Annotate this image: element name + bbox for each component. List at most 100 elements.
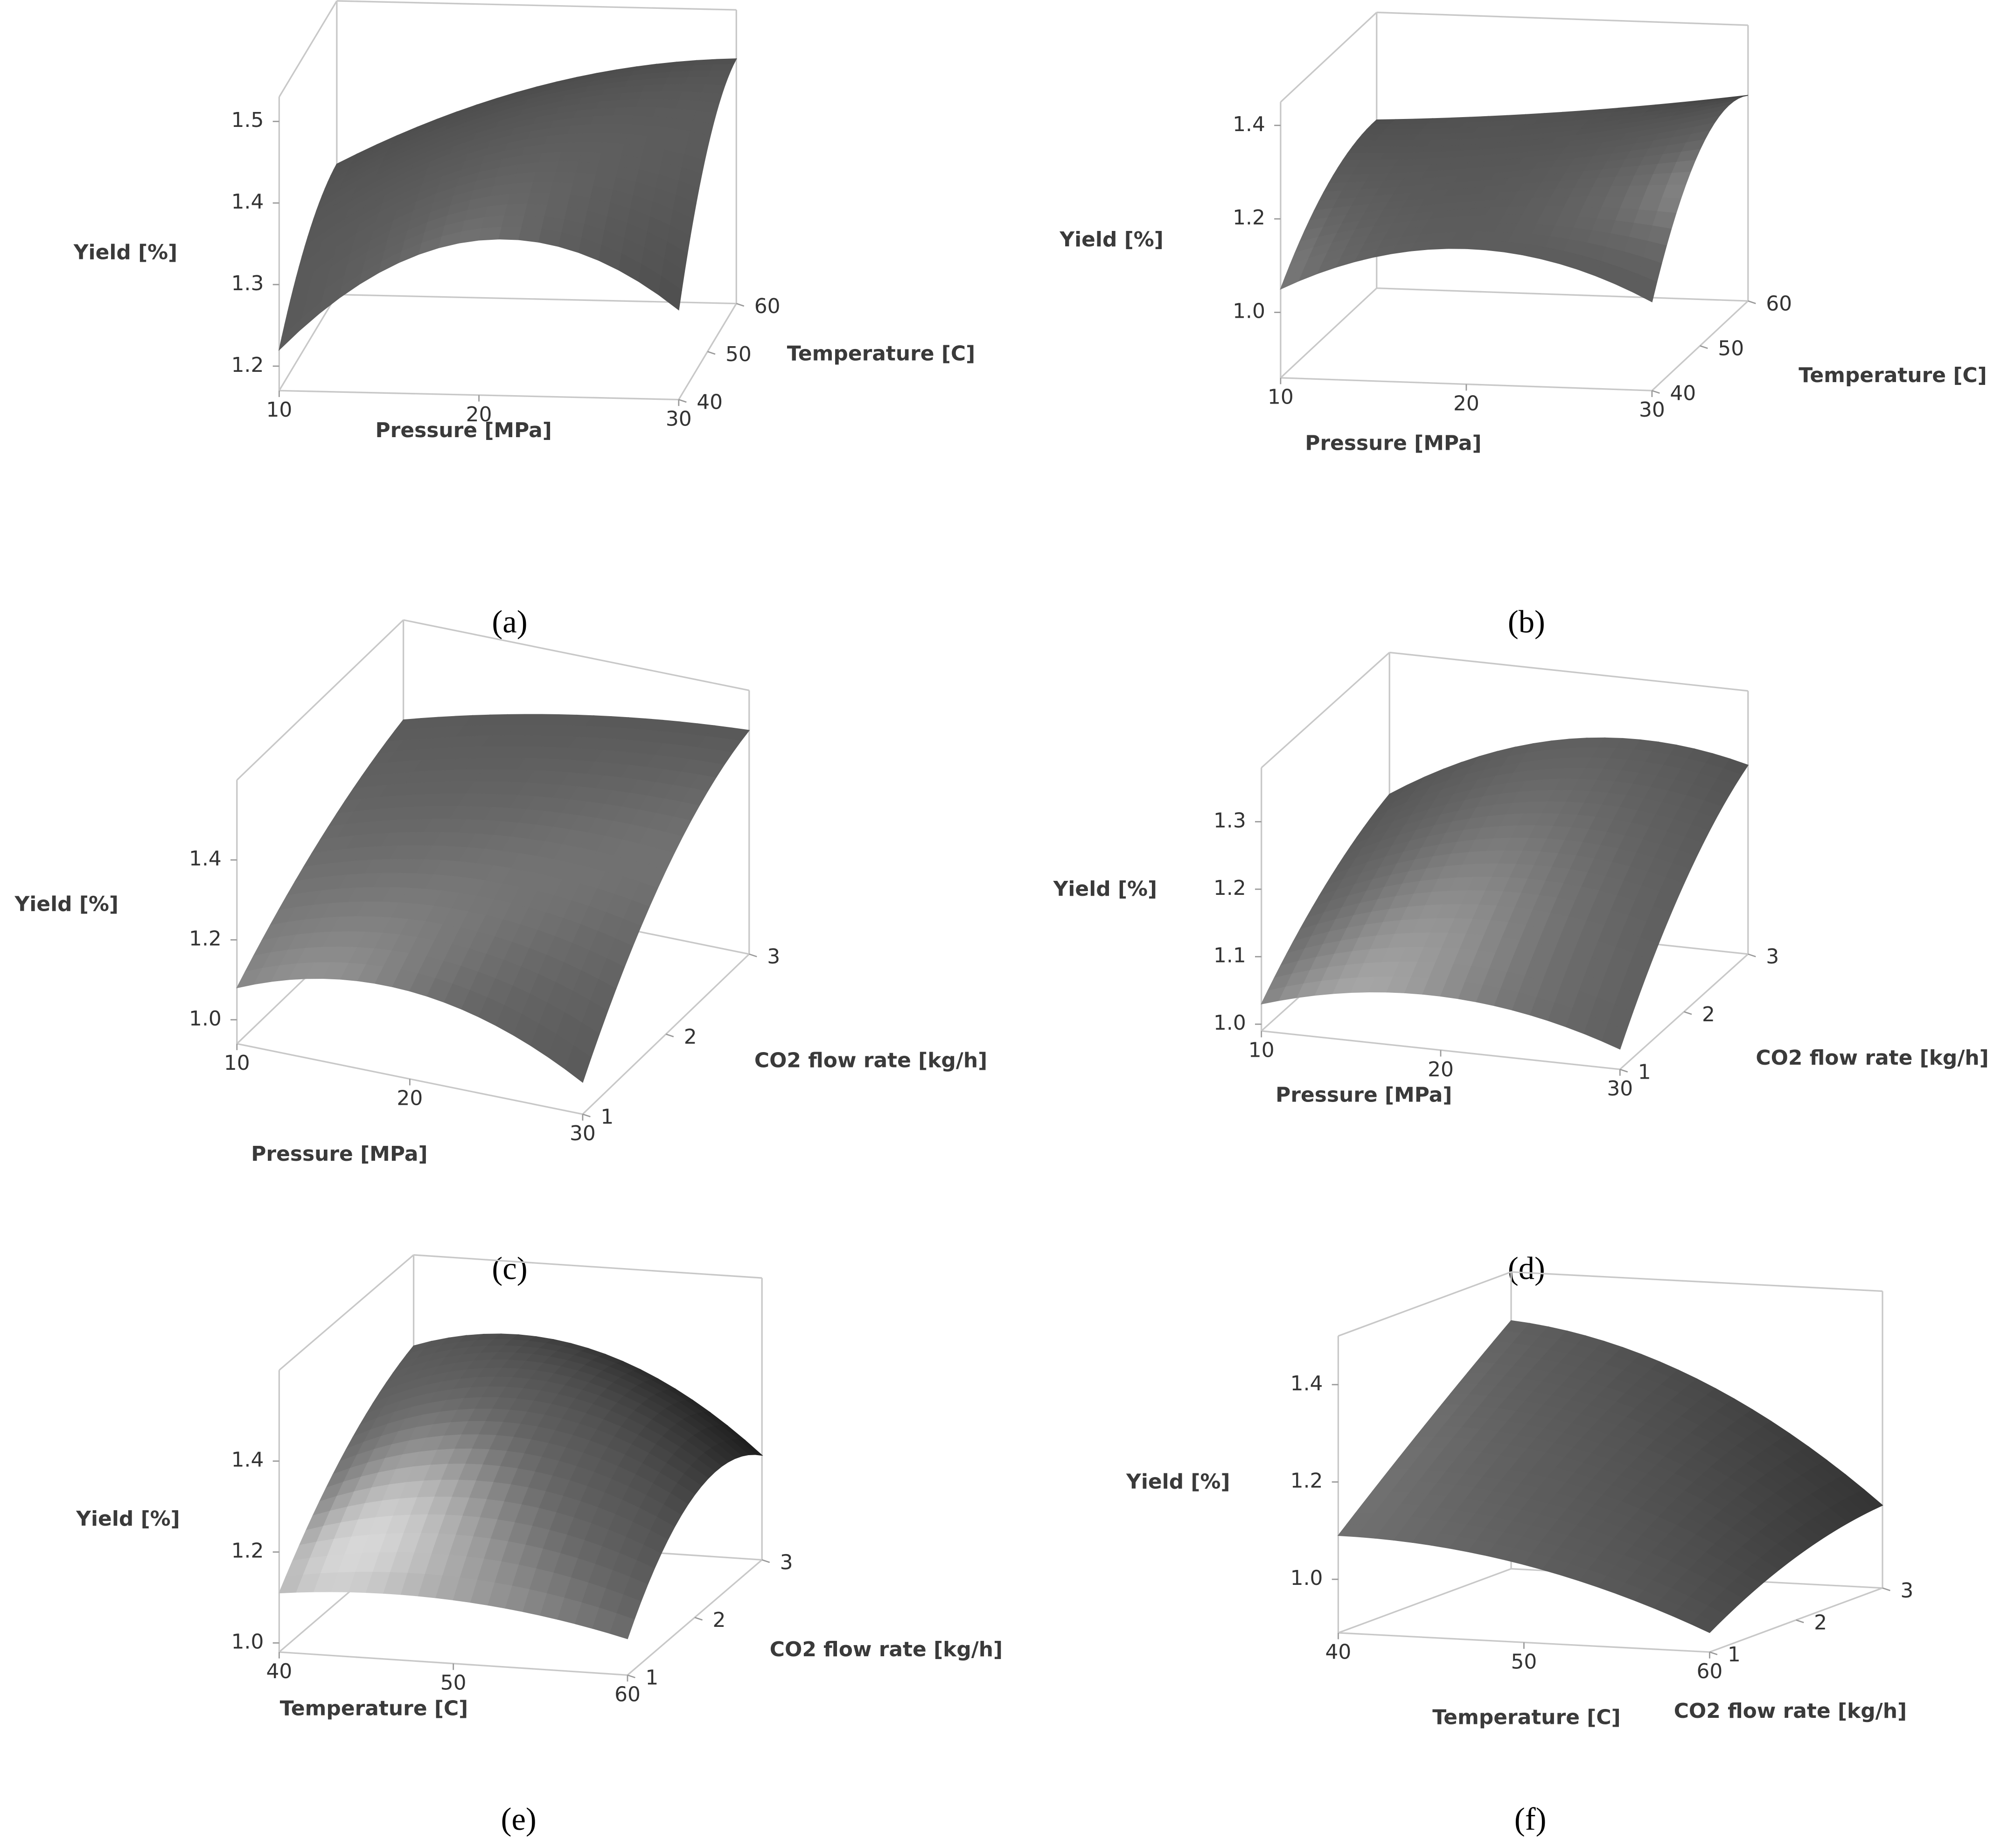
surface-cell bbox=[587, 124, 611, 134]
surface-cell bbox=[481, 215, 505, 229]
surface-cell bbox=[712, 58, 737, 65]
box-edge bbox=[1376, 287, 1748, 302]
surface-cell bbox=[593, 107, 617, 117]
z-tick-label: 1.0 bbox=[1213, 1011, 1246, 1035]
y-tick-label: 50 bbox=[1718, 336, 1744, 360]
surface-cell bbox=[507, 192, 531, 205]
z-tick-label: 1.1 bbox=[1213, 944, 1246, 968]
surface-patch bbox=[1504, 737, 1749, 884]
x-tick-label: 20 bbox=[397, 1087, 423, 1110]
surface-patch bbox=[453, 1423, 696, 1639]
x-axis-label: Pressure [MPa] bbox=[1276, 1083, 1452, 1107]
y-tick bbox=[1619, 1068, 1628, 1073]
box-edge bbox=[1338, 1271, 1512, 1337]
y-tick-label: 50 bbox=[725, 342, 752, 366]
y-tick-label: 40 bbox=[697, 391, 723, 414]
surface-panel: 1.0 1.2 1.4 40 50 601 2 3 Yield [%] Temperature [… bbox=[1126, 1271, 1913, 1837]
z-tick-label: 1.3 bbox=[1213, 809, 1246, 832]
surface-patch bbox=[1337, 1425, 1611, 1565]
surface-patch bbox=[236, 831, 494, 992]
surface-patch bbox=[279, 1421, 522, 1601]
y-tick bbox=[665, 1033, 674, 1038]
z-tick-label: 1.2 bbox=[1290, 1469, 1323, 1492]
box-edge bbox=[403, 619, 750, 691]
y-tick-label: 3 bbox=[1900, 1579, 1913, 1603]
y-tick-label: 1 bbox=[1638, 1060, 1651, 1084]
surface-patch bbox=[1328, 112, 1563, 184]
surface-cell bbox=[556, 161, 580, 173]
y-tick bbox=[1748, 300, 1756, 304]
surface-cell bbox=[579, 151, 603, 164]
z-tick-label: 1.4 bbox=[1233, 112, 1265, 136]
z-axis-label: Yield [%] bbox=[1053, 877, 1157, 901]
surface-cell bbox=[518, 227, 543, 243]
surface-cell bbox=[633, 106, 657, 117]
surface-cell bbox=[664, 77, 689, 85]
surface-patch bbox=[507, 58, 737, 148]
y-tick-label: 60 bbox=[754, 294, 781, 318]
surface-cell bbox=[687, 70, 711, 78]
x-tick-label: 20 bbox=[466, 403, 492, 426]
caption: (c) bbox=[492, 1250, 527, 1286]
surface-cell bbox=[707, 70, 732, 78]
box-edge bbox=[278, 0, 338, 98]
surface-patch bbox=[319, 714, 577, 841]
box-edge bbox=[279, 1254, 414, 1371]
z-axis-label: Yield [%] bbox=[14, 893, 119, 916]
x-tick-label: 40 bbox=[1325, 1640, 1351, 1664]
x-tick-label: 20 bbox=[1428, 1058, 1454, 1081]
y-tick-label: 2 bbox=[684, 1025, 697, 1049]
x-tick-label: 30 bbox=[1607, 1077, 1633, 1101]
box-edge bbox=[237, 1043, 583, 1115]
y-axis-label: CO2 flow rate [kg/h] bbox=[770, 1638, 1003, 1661]
surface-cell bbox=[710, 64, 734, 71]
x-tick-label: 30 bbox=[1639, 398, 1665, 422]
x-axis-label: Pressure [MPa] bbox=[1305, 432, 1481, 455]
surface-cell bbox=[564, 132, 588, 144]
surface-cell bbox=[536, 161, 560, 173]
x-tick-label: 50 bbox=[440, 1671, 467, 1695]
surface-cell bbox=[498, 226, 523, 240]
surface-patch bbox=[1513, 95, 1748, 172]
y-tick bbox=[1796, 1619, 1804, 1624]
surface-cell bbox=[615, 99, 640, 108]
surface-cell bbox=[561, 142, 586, 153]
z-tick-label: 1.2 bbox=[1233, 206, 1265, 230]
surface-panel: 1.0 1.2 1.4 10 20 301 2 3 Yield [%] Pressure [MPa… bbox=[14, 619, 987, 1286]
caption: (a) bbox=[492, 604, 527, 639]
y-tick bbox=[736, 303, 745, 307]
surface-cell bbox=[504, 203, 528, 216]
surface-cell bbox=[630, 115, 654, 126]
y-tick bbox=[1684, 1011, 1692, 1015]
x-tick-label: 50 bbox=[1511, 1650, 1537, 1674]
surface-cell bbox=[590, 115, 614, 125]
surface-cell bbox=[1601, 1022, 1627, 1050]
box-edge bbox=[1389, 651, 1748, 692]
y-tick bbox=[1709, 1651, 1718, 1655]
surface-cell bbox=[613, 106, 637, 116]
y-axis-label: Temperature [C] bbox=[787, 342, 975, 365]
y-tick bbox=[627, 1674, 635, 1679]
surface-cell bbox=[635, 98, 660, 108]
surface-cell bbox=[638, 91, 663, 100]
x-axis-label: Pressure [MPa] bbox=[251, 1142, 427, 1166]
z-tick-label: 1.2 bbox=[1213, 876, 1246, 900]
x-tick-label: 30 bbox=[666, 407, 692, 431]
y-tick-label: 1 bbox=[1728, 1643, 1741, 1667]
x-tick-label: 10 bbox=[266, 398, 292, 422]
surface-cell bbox=[690, 64, 714, 72]
z-tick-label: 1.5 bbox=[231, 108, 264, 132]
surface-patch bbox=[1523, 1459, 1797, 1633]
surface-cell bbox=[558, 151, 583, 162]
y-tick-label: 2 bbox=[1702, 1003, 1715, 1026]
caption: (b) bbox=[1508, 604, 1545, 639]
box-edge bbox=[413, 1254, 762, 1279]
y-tick bbox=[694, 1617, 703, 1621]
surface-cell bbox=[530, 181, 554, 194]
surface-cell bbox=[510, 181, 534, 195]
y-tick-label: 1 bbox=[600, 1105, 614, 1129]
box-edge bbox=[1280, 287, 1377, 379]
